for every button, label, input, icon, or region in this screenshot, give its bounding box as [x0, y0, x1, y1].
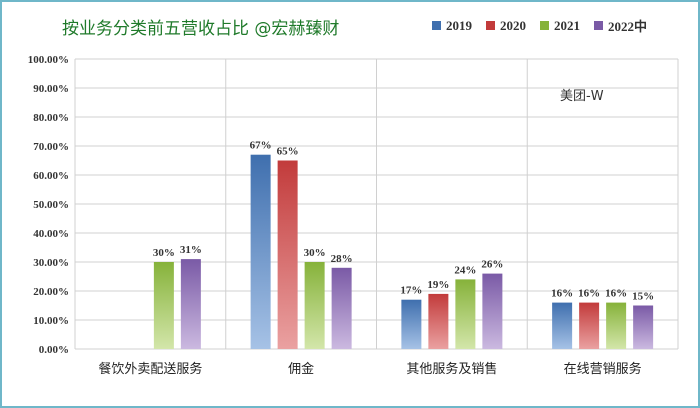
legend-label-2021: 2021 [554, 17, 580, 33]
y-tick-label: 30.00% [33, 257, 69, 269]
bar-2022中-1 [331, 267, 352, 349]
y-tick-label: 70.00% [33, 141, 69, 153]
legend-swatch-2022 [594, 21, 603, 30]
data-labels: 30% 31% 67% 65% 30% 28% 17% 19% 24% 26% 16% 16% 16% 1… [153, 140, 654, 303]
data-label: 15% [632, 291, 654, 303]
bar-2020-3 [579, 302, 600, 349]
legend-swatch-2021 [540, 21, 549, 30]
x-category-label: 在线营销服务 [564, 361, 642, 377]
bar-2022中-3 [633, 305, 654, 349]
data-label: 67% [250, 140, 272, 152]
data-label: 16% [605, 288, 627, 300]
y-tick-label: 80.00% [33, 112, 69, 124]
legend-swatch-2019 [432, 21, 441, 30]
data-label: 26% [481, 259, 503, 271]
data-label: 24% [454, 264, 476, 276]
chart-note: 美团-W [560, 89, 604, 104]
bar-2019-3 [552, 302, 573, 349]
data-label: 30% [304, 247, 326, 259]
bar-2021-1 [304, 262, 325, 349]
legend-item-2019: 2019 [432, 16, 472, 35]
legend-item-2022: 2022中 [594, 16, 647, 35]
bar-2022中-0 [180, 259, 201, 349]
bar-2020-2 [428, 293, 449, 349]
y-axis-ticks: 0.00% 10.00% 20.00% 30.00% 40.00% 50.00% 60.00… [28, 54, 69, 356]
data-label: 16% [578, 288, 600, 300]
legend-item-2021: 2021 [540, 16, 580, 35]
legend: 2019 2020 2021 2022中 [432, 16, 647, 35]
bar-2022中-2 [482, 273, 503, 349]
y-tick-label: 100.00% [28, 54, 69, 66]
bar-2021-3 [606, 302, 627, 349]
x-category-label: 其他服务及销售 [406, 361, 497, 377]
y-tick-label: 50.00% [33, 199, 69, 211]
y-tick-label: 40.00% [33, 228, 69, 240]
data-label: 31% [180, 244, 202, 256]
bars [153, 154, 654, 349]
data-label: 17% [400, 285, 422, 297]
bar-2020-1 [277, 160, 298, 349]
y-tick-label: 20.00% [33, 286, 69, 298]
legend-label-2020: 2020 [500, 17, 526, 33]
bar-2019-1 [250, 154, 271, 349]
grid-lines [74, 58, 679, 350]
x-axis-categories: 餐饮外卖配送服务 佣金 其他服务及销售 在线营销服务 [98, 361, 641, 377]
data-label: 16% [551, 288, 573, 300]
x-category-label: 餐饮外卖配送服务 [98, 361, 202, 377]
data-label: 28% [331, 253, 353, 265]
chart-title: 按业务分类前五营收占比 @宏赫臻财 [62, 19, 340, 39]
y-tick-label: 10.00% [33, 315, 69, 327]
x-category-label: 佣金 [288, 361, 314, 377]
legend-item-2020: 2020 [486, 16, 526, 35]
data-label: 30% [153, 247, 175, 259]
y-tick-label: 0.00% [39, 344, 69, 356]
data-label: 65% [277, 146, 299, 158]
legend-label-2022: 2022中 [608, 19, 648, 34]
bar-2021-0 [153, 262, 174, 349]
bar-2019-2 [401, 299, 422, 349]
y-tick-label: 60.00% [33, 170, 69, 182]
legend-swatch-2020 [486, 21, 495, 30]
data-label: 19% [427, 279, 449, 291]
y-tick-label: 90.00% [33, 83, 69, 95]
legend-label-2019: 2019 [446, 17, 472, 33]
bar-2021-2 [455, 279, 476, 349]
